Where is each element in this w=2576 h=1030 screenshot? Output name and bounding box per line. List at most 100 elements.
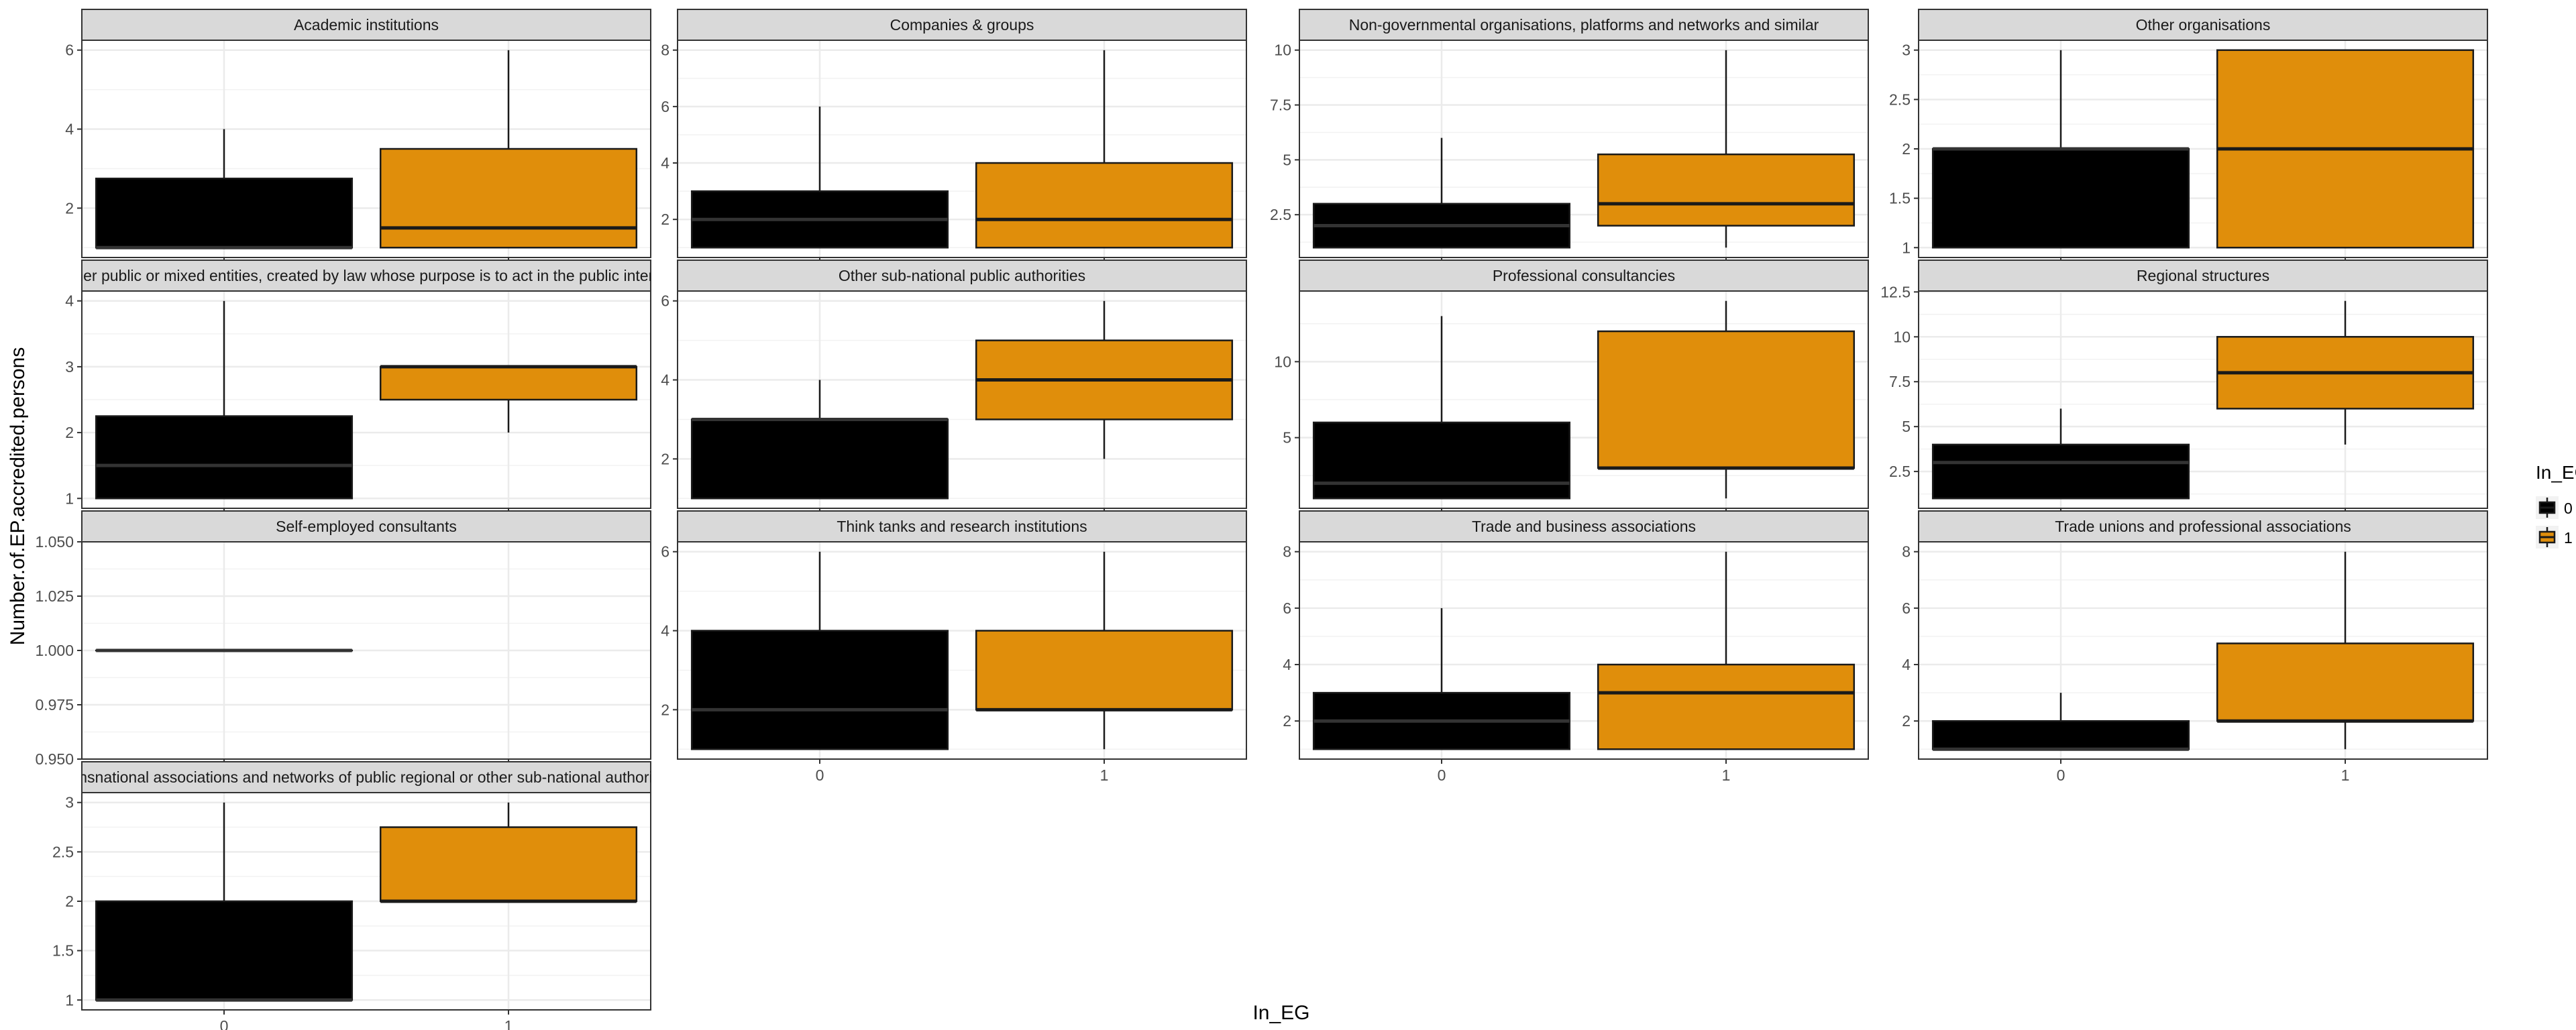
y-tick-label: 2 (65, 424, 74, 441)
box-iqr (1931, 443, 2190, 500)
facet-panel: Think tanks and research institutions 2 4 6… (661, 510, 1247, 784)
box-1 (2216, 551, 2475, 750)
y-tick-label: 7.5 (1270, 97, 1291, 114)
y-tick-label: 2 (1283, 712, 1291, 730)
panel-border (1299, 40, 1869, 258)
y-tick-label: 2.5 (52, 843, 74, 860)
box-iqr (95, 177, 354, 249)
y-tick-label: 2 (661, 701, 669, 718)
facet-title: Non-governmental organisations, platform… (1349, 16, 1819, 34)
y-tick-label: 4 (65, 292, 74, 310)
box-1 (2216, 49, 2475, 249)
box-0 (690, 106, 949, 249)
x-tick-label: 1 (2341, 766, 2350, 784)
box-iqr (1597, 663, 1856, 750)
facet-title: Other organisations (2136, 16, 2271, 34)
box-1 (975, 300, 1234, 459)
facet-title: Professional consultancies (1493, 267, 1675, 284)
panel-border (1918, 40, 2488, 258)
box-1 (379, 802, 638, 903)
box-iqr (379, 365, 638, 401)
facet-title: Think tanks and research institutions (837, 518, 1087, 535)
y-tick-label: 2 (661, 450, 669, 467)
y-tick-label: 1 (65, 490, 74, 507)
x-tick-label: 0 (816, 766, 824, 784)
panel-border (1918, 290, 2488, 509)
box-1 (1597, 551, 1856, 750)
panel-border (1299, 290, 1869, 509)
y-tick-label: 2 (661, 211, 669, 228)
facet-title: Other sub-national public authorities (839, 267, 1085, 284)
panel-border (677, 541, 1247, 760)
facet-title: Transnational associations and networks … (56, 768, 677, 786)
y-tick-label: 12.5 (1880, 283, 1911, 300)
x-tick-label: 1 (1722, 766, 1731, 784)
box-0 (95, 129, 354, 249)
y-tick-label: 0.975 (35, 696, 74, 713)
facet-strip (677, 260, 1247, 292)
legend-label: 0 (2564, 500, 2573, 517)
box-0 (1931, 50, 2190, 249)
y-tick-label: 8 (1283, 543, 1291, 561)
y-tick-label: 10 (1274, 353, 1291, 370)
y-tick-label: 6 (1283, 599, 1291, 617)
panel-border (81, 541, 651, 760)
y-tick-label: 6 (661, 292, 669, 310)
y-tick-label: 4 (1902, 656, 1911, 673)
box-iqr (1931, 148, 2190, 249)
y-axis-title: Number.of.EP.accredited.persons (7, 347, 29, 646)
facet-panel: Other public or mixed entities, created … (65, 260, 651, 533)
y-tick-label: 1.000 (35, 642, 74, 659)
box-0 (1312, 608, 1571, 750)
facet-strip (1918, 510, 2488, 542)
facet-strip (81, 510, 651, 542)
y-tick-label: 3 (65, 358, 74, 376)
facet-panel: Other sub-national public authorities 2 4 6… (661, 260, 1247, 533)
y-tick-label: 4 (661, 371, 669, 389)
y-tick-label: 2.5 (1889, 91, 1911, 108)
box-iqr (1312, 421, 1571, 500)
y-tick-label: 5 (1902, 418, 1911, 435)
y-tick-label: 3 (1902, 42, 1911, 59)
y-tick-label: 5 (1283, 151, 1291, 168)
legend-item-1: 1 (2536, 526, 2573, 549)
panel-border (1299, 541, 1869, 760)
facet-title: Companies & groups (890, 16, 1034, 34)
y-tick-label: 8 (1902, 543, 1911, 561)
facet-panel: Trade unions and professional associatio… (1902, 510, 2488, 784)
x-tick-label: 1 (1100, 766, 1109, 784)
facet-panel: Companies & groups246801 (661, 9, 1247, 282)
facet-strip (1918, 260, 2488, 292)
box-iqr (2216, 642, 2475, 722)
legend-title: In_EG (2536, 462, 2576, 483)
facet-panel: Professional consultancies51001 (1274, 260, 1869, 533)
box-1 (379, 50, 638, 249)
x-tick-label: 0 (2057, 766, 2065, 784)
box-0 (690, 380, 949, 500)
panel-border (81, 792, 651, 1011)
y-tick-label: 2 (1902, 712, 1911, 730)
box-iqr (379, 148, 638, 249)
facet-strip (1299, 260, 1869, 292)
legend: In_EG 0 1 (2536, 462, 2576, 549)
y-tick-label: 10 (1274, 42, 1291, 59)
y-tick-label: 6 (661, 543, 669, 561)
box-0 (1312, 316, 1571, 500)
y-tick-label: 1.5 (52, 942, 74, 960)
y-tick-label: 1 (65, 991, 74, 1009)
facet-panel: Non-governmental organisations, platform… (1270, 9, 1869, 282)
facet-title: Academic institutions (294, 16, 439, 34)
facet-title: Regional structures (2137, 267, 2269, 284)
facet-strip (677, 510, 1247, 542)
facet-strip (677, 9, 1247, 41)
box-1 (1597, 300, 1856, 499)
box-iqr (975, 162, 1234, 249)
facet-strip (1299, 510, 1869, 542)
y-tick-label: 4 (65, 121, 74, 138)
box-0 (690, 551, 949, 750)
facet-strip (81, 761, 651, 793)
facet-panel: Transnational associations and networks … (52, 761, 677, 1030)
